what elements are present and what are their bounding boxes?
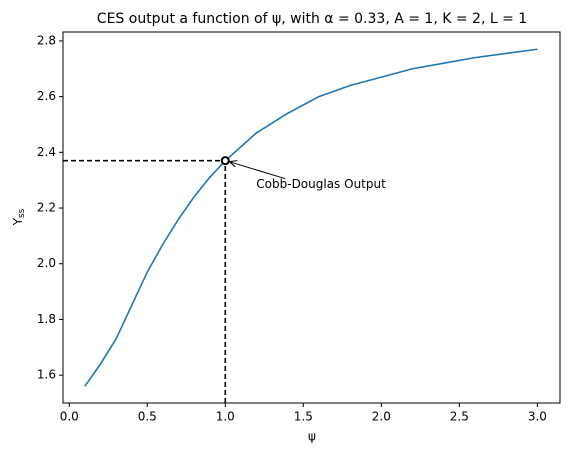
x-tick-label: 3.0 xyxy=(528,410,547,424)
x-tick-label: 0.5 xyxy=(138,410,157,424)
x-tick-label: 0.0 xyxy=(60,410,79,424)
x-axis-label: ψ xyxy=(308,430,316,444)
y-tick-label: 2.6 xyxy=(37,89,56,103)
x-tick-label: 2.5 xyxy=(450,410,469,424)
chart-title: CES output a function of ψ, with α = 0.3… xyxy=(97,11,527,27)
plot-frame xyxy=(62,31,561,404)
y-tick-label: 1.6 xyxy=(37,368,56,382)
x-tick-label: 2.0 xyxy=(372,410,391,424)
y-axis-label-sub: ss xyxy=(17,208,27,218)
x-tick-label: 1.5 xyxy=(294,410,313,424)
annotation-arrow xyxy=(228,160,286,180)
y-tick-label: 2.0 xyxy=(37,256,56,270)
line xyxy=(84,48,538,387)
y-axis-label-main: Y xyxy=(11,217,25,226)
x-tick-label: 1.0 xyxy=(216,410,235,424)
annotation: Cobb-Douglas Output xyxy=(256,177,386,191)
marker xyxy=(220,156,230,166)
y-tick-label: 2.4 xyxy=(37,145,56,159)
y-tick-label: 2.2 xyxy=(37,201,56,215)
y-tick-label: 1.8 xyxy=(37,312,56,326)
y-tick-label: 2.8 xyxy=(37,33,56,47)
y-axis-label: Yss xyxy=(11,208,27,226)
